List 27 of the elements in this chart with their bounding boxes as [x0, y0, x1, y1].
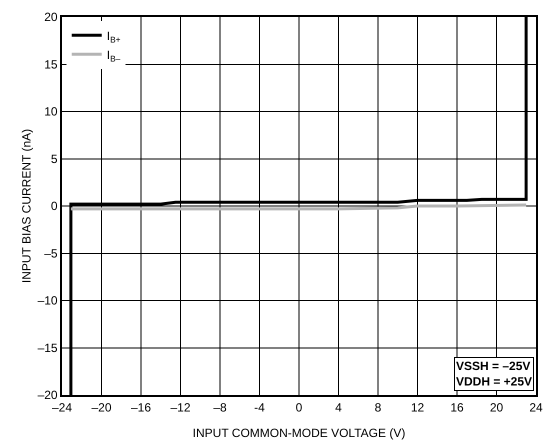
x-tick-label: –12	[170, 400, 191, 414]
x-tick-label: 20	[490, 400, 504, 414]
y-tick-label: –5	[44, 246, 58, 260]
y-tick-label: 20	[44, 10, 58, 24]
x-tick-label: 4	[335, 400, 342, 414]
x-tick-label: 16	[450, 400, 464, 414]
x-tick-label: 8	[374, 400, 382, 414]
x-tick-label: 24	[529, 400, 543, 414]
y-tick-label: 5	[50, 152, 58, 166]
x-tick-label: –8	[213, 400, 227, 414]
x-tick-label: 12	[410, 400, 424, 414]
y-axis-title: INPUT BIAS CURRENT (nA)	[19, 128, 34, 284]
x-axis-title: INPUT COMMON-MODE VOLTAGE (V)	[192, 426, 406, 440]
x-tick-label: –16	[130, 400, 152, 414]
y-tick-label: –10	[38, 294, 58, 308]
y-tick-label: 0	[50, 199, 58, 214]
x-tick-label: -4	[254, 400, 266, 414]
legend-label: I$_{B–}$	[106, 48, 121, 64]
y-tick-label: –15	[38, 340, 58, 355]
annotation: VSSH = –25V VDDH = +25V	[456, 359, 532, 389]
y-tick-label: –20	[38, 388, 58, 402]
x-tick-label: 0	[296, 400, 303, 414]
y-tick-label: 15	[44, 57, 58, 72]
x-tick-label: –24	[52, 400, 72, 414]
x-tick-label: –20	[91, 400, 112, 414]
legend-label: I$_{B+}$	[106, 28, 121, 44]
y-tick-label: 10	[44, 104, 58, 119]
